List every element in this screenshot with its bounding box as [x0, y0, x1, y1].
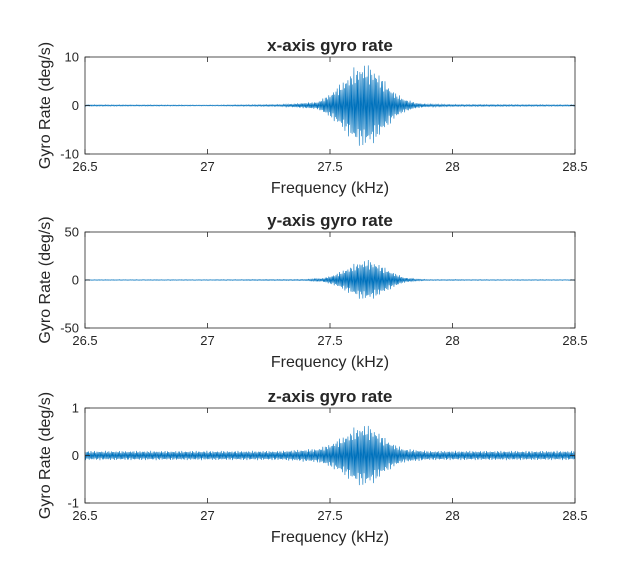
subplot-2: y-axis gyro rate 26.5 27 27.5 28 28.5 50 0 -50 Fr… [37, 211, 588, 371]
x-tick-label: 28.5 [562, 508, 587, 523]
x-axis-label: Frequency (kHz) [271, 180, 389, 197]
x-tick-label: 27 [200, 333, 214, 348]
x-tick-label: 28 [445, 333, 459, 348]
x-tick-label: 27.5 [317, 508, 342, 523]
y-tick-label: -10 [60, 147, 79, 162]
subplot-3: z-axis gyro rate 26.5 27 27.5 28 28.5 1 0 -1 Freq… [37, 387, 588, 546]
series-line [84, 260, 576, 299]
series-line [84, 65, 576, 146]
y-tick-label: 1 [72, 401, 79, 416]
y-tick-label: 10 [65, 50, 79, 65]
y-tick-label: 0 [72, 448, 79, 463]
chart-title: x-axis gyro rate [267, 36, 393, 55]
y-tick-label: -1 [67, 496, 79, 511]
x-axis-label: Frequency (kHz) [271, 529, 389, 546]
x-tick-label: 27.5 [317, 159, 342, 174]
x-tick-label: 27 [200, 159, 214, 174]
x-tick-label: 28 [445, 508, 459, 523]
y-tick-label: 0 [72, 273, 79, 288]
y-axis-label: Gyro Rate (deg/s) [37, 392, 54, 519]
x-tick-label: 26.5 [72, 159, 97, 174]
x-tick-label: 27.5 [317, 333, 342, 348]
y-tick-label: 0 [72, 98, 79, 113]
chart-title: y-axis gyro rate [267, 211, 393, 230]
series-line [84, 425, 576, 486]
x-tick-label: 28.5 [562, 333, 587, 348]
y-tick-label: -50 [60, 321, 79, 336]
y-tick-label: 50 [65, 225, 79, 240]
x-tick-label: 28 [445, 159, 459, 174]
chart-title: z-axis gyro rate [268, 387, 393, 406]
x-tick-label: 28.5 [562, 159, 587, 174]
x-tick-label: 26.5 [72, 333, 97, 348]
y-axis-label: Gyro Rate (deg/s) [37, 216, 54, 343]
x-tick-label: 26.5 [72, 508, 97, 523]
y-axis-label: Gyro Rate (deg/s) [37, 42, 54, 169]
x-tick-label: 27 [200, 508, 214, 523]
x-axis-label: Frequency (kHz) [271, 354, 389, 371]
subplot-1: x-axis gyro rate 26.5 27 27.5 28 28.5 10 0 -10 Fr… [37, 36, 588, 197]
